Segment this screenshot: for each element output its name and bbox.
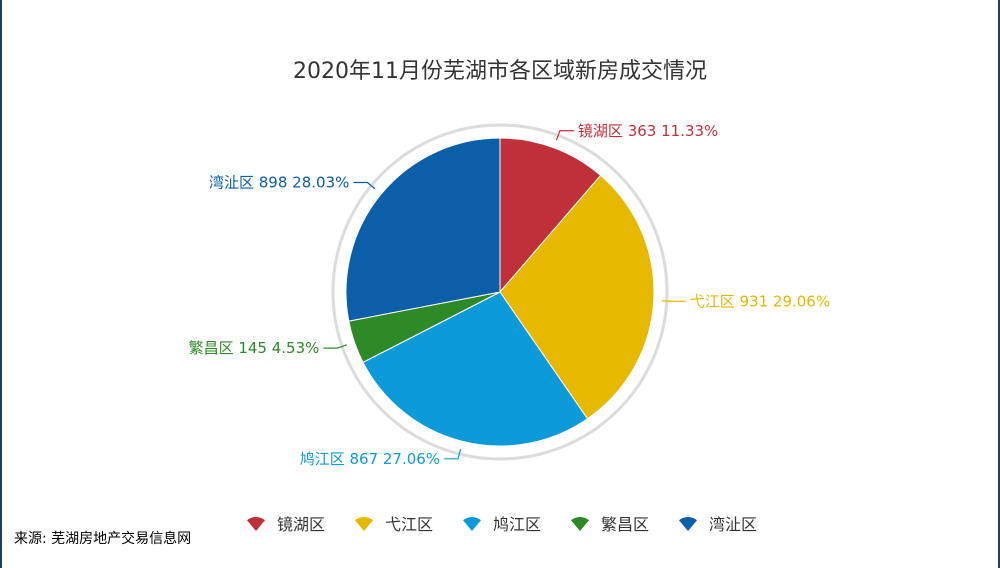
legend-label-2[interactable]: 弋江区 bbox=[385, 515, 433, 534]
pie-slice-5[interactable] bbox=[345, 137, 501, 322]
leader-lines bbox=[323, 130, 686, 460]
legend-item-4[interactable]: 繁昌区 bbox=[570, 515, 649, 534]
slice-label-1: 镜湖区 363 11.33% bbox=[578, 122, 718, 140]
slice-label-5: 湾沚区 898 28.03% bbox=[209, 173, 349, 191]
legend-item-5[interactable]: 湾沚区 bbox=[678, 515, 757, 534]
pie-outer-ring bbox=[331, 123, 669, 461]
pie-slice-1[interactable] bbox=[499, 137, 602, 294]
legend[interactable]: 镜湖区 弋江区 鸠江区 繁昌区 湾沚区 bbox=[246, 515, 757, 534]
leader-line-4 bbox=[323, 344, 348, 349]
legend-item-1[interactable]: 镜湖区 bbox=[246, 515, 325, 534]
pie-slice-2[interactable] bbox=[499, 174, 655, 420]
slice-label-4: 繁昌区 145 4.53% bbox=[189, 339, 320, 357]
slice-label-3: 鸠江区 867 27.06% bbox=[300, 450, 440, 468]
source-note: 来源: 芜湖房地产交易信息网 bbox=[14, 531, 192, 547]
left-border bbox=[0, 0, 2, 568]
legend-item-3[interactable]: 鸠江区 bbox=[462, 515, 541, 534]
legend-marker-5[interactable] bbox=[678, 517, 698, 531]
pie-slice-3[interactable] bbox=[362, 291, 589, 447]
leader-line-5 bbox=[353, 181, 376, 190]
slice-labels: 镜湖区 363 11.33% 弋江区 931 29.06% 鸠江区 867 27.0… bbox=[189, 122, 831, 468]
slice-label-2: 弋江区 931 29.06% bbox=[690, 292, 830, 310]
leader-line-1 bbox=[555, 130, 574, 141]
leader-line-3 bbox=[444, 448, 462, 460]
pie-slices bbox=[345, 137, 655, 447]
legend-marker-3[interactable] bbox=[462, 517, 482, 531]
legend-item-2[interactable]: 弋江区 bbox=[354, 515, 433, 534]
legend-marker-4[interactable] bbox=[570, 517, 590, 531]
legend-label-5[interactable]: 湾沚区 bbox=[709, 515, 757, 534]
legend-label-1[interactable]: 镜湖区 bbox=[277, 515, 325, 534]
legend-marker-2[interactable] bbox=[354, 517, 374, 531]
right-border bbox=[998, 0, 1000, 568]
legend-label-4[interactable]: 繁昌区 bbox=[601, 515, 649, 534]
chart-title: 2020年11月份芜湖市各区域新房成交情况 bbox=[293, 59, 707, 84]
leader-line-2 bbox=[661, 300, 686, 302]
legend-label-3[interactable]: 鸠江区 bbox=[493, 515, 541, 534]
legend-marker-1[interactable] bbox=[246, 517, 266, 531]
